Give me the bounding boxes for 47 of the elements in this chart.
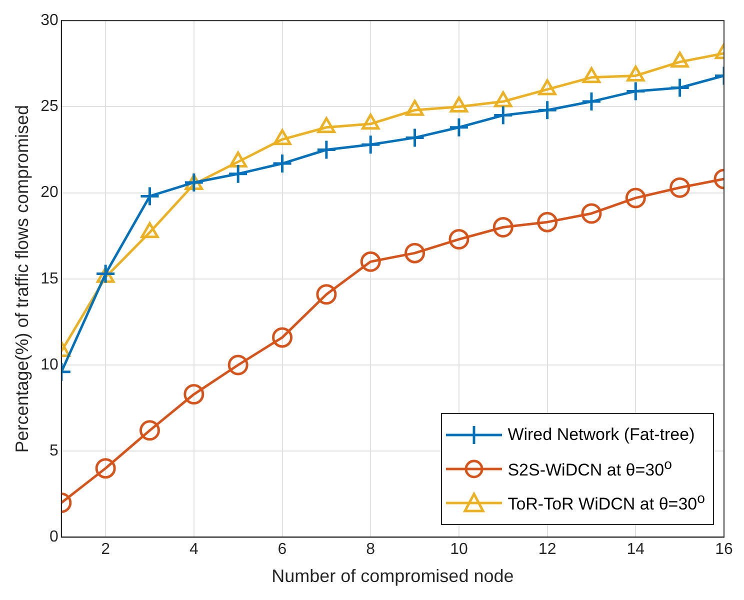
point [228,164,248,184]
point [492,216,514,238]
y-axis-title: Percentage(%) of traffic flows compromised [12,104,32,453]
point [625,188,646,208]
y-tick-label: 30 [40,12,58,30]
point [95,263,116,284]
point [360,134,381,155]
x-tick-label: 6 [278,541,287,558]
point [139,186,160,206]
y-tick-label: 0 [49,528,58,546]
legend-label: ToR-ToR WiDCN at θ=30$^{o}$ [508,491,705,516]
point [492,105,514,126]
point [448,229,470,250]
point [404,242,426,264]
y-tick-label: 10 [40,356,58,374]
point [95,458,116,479]
point [360,251,381,272]
point [448,117,470,138]
y-tick-label: 5 [49,442,58,460]
point [625,80,646,102]
point [537,212,558,232]
x-tick-label: 8 [366,541,376,558]
x-tick-label: 14 [626,541,645,558]
point [670,177,690,198]
point [316,284,337,305]
x-tick-label: 10 [450,541,468,558]
point [537,100,558,120]
legend-label: S2S-WiDCN at θ=30$^{o}$ [508,457,672,482]
point [581,203,602,224]
point [670,78,690,98]
x-axis-title: Number of compromised node [272,566,514,586]
x-tick-label: 2 [101,541,110,558]
y-tick-label: 20 [40,184,58,202]
point [139,420,160,441]
x-tick-label: 16 [715,541,733,558]
y-tick-label: 15 [40,270,58,288]
point [272,153,293,174]
point [228,354,248,376]
point [184,384,204,405]
point [316,140,337,160]
x-tick-label: 12 [538,541,556,558]
point [581,91,602,112]
x-tick-label: 4 [189,541,198,558]
legend-label: Wired Network (Fat-tree) [508,425,695,446]
point [272,327,293,348]
point [404,127,426,148]
y-tick-label: 25 [40,98,58,116]
